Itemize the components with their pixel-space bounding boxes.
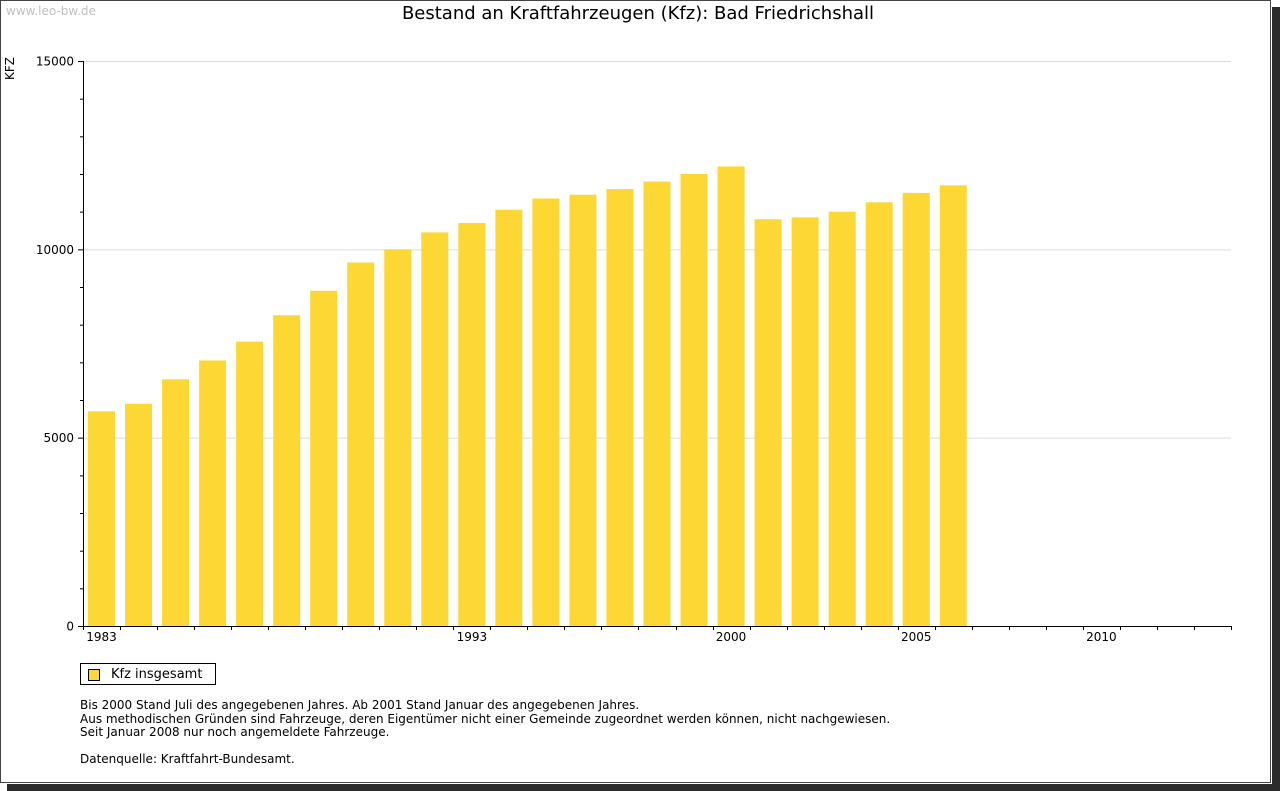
- bar: [347, 262, 375, 626]
- legend-swatch: [88, 669, 100, 681]
- note-line: Bis 2000 Stand Juli des angegebenen Jahr…: [80, 698, 640, 712]
- y-tick-label: 0: [66, 620, 74, 634]
- bar: [569, 194, 597, 626]
- y-tick-label: 10000: [36, 243, 74, 257]
- x-ticks: 1983 1993 2000 2005 2010: [83, 626, 1232, 644]
- note-line: Seit Januar 2008 nur noch angemeldete Fa…: [80, 725, 390, 739]
- bar: [680, 174, 708, 626]
- bar: [199, 360, 227, 626]
- bar: [791, 217, 819, 627]
- bar: [421, 232, 449, 626]
- chart-title: Bestand an Kraftfahrzeugen (Kfz): Bad Fr…: [401, 3, 875, 24]
- bar: [902, 192, 930, 627]
- frame-shadow-bottom: [7, 784, 1280, 791]
- bar: [643, 181, 671, 627]
- bar: [87, 411, 116, 626]
- bar: [236, 341, 264, 626]
- bar: [606, 189, 634, 627]
- frame-shadow-right: [1272, 7, 1280, 791]
- y-ticks: 0 5000 10000 15000: [36, 55, 83, 634]
- legend-label: Kfz insgesamt: [111, 667, 203, 682]
- x-tick-label: 2000: [716, 630, 747, 644]
- bar: [458, 222, 486, 626]
- bar: [717, 166, 745, 626]
- legend: Kfz insgesamt: [80, 663, 216, 685]
- x-tick-label: 2010: [1086, 630, 1117, 644]
- bar: [310, 290, 338, 626]
- bar: [273, 315, 301, 626]
- y-tick-label: 15000: [36, 55, 74, 69]
- watermark: www.leo-bw.de: [6, 4, 96, 18]
- x-tick-label: 1983: [86, 630, 117, 644]
- bar: [495, 209, 523, 627]
- axes: [83, 61, 1231, 627]
- bar: [532, 198, 560, 626]
- x-tick-label: 2005: [901, 630, 932, 644]
- bar: [125, 403, 153, 626]
- bar: [939, 185, 967, 627]
- bar: [754, 219, 782, 626]
- note-line: Aus methodischen Gründen sind Fahrzeuge,…: [80, 711, 891, 726]
- bar: [828, 211, 856, 626]
- x-tick-label: 1993: [457, 630, 488, 644]
- footnotes: Bis 2000 Stand Juli des angegebenen Jahr…: [80, 698, 891, 766]
- bar: [384, 249, 412, 627]
- y-tick-label: 5000: [43, 431, 74, 445]
- bar: [162, 379, 190, 626]
- bar: [865, 202, 893, 626]
- data-source: Datenquelle: Kraftfahrt-Bundesamt.: [80, 751, 295, 766]
- bars: [87, 166, 967, 627]
